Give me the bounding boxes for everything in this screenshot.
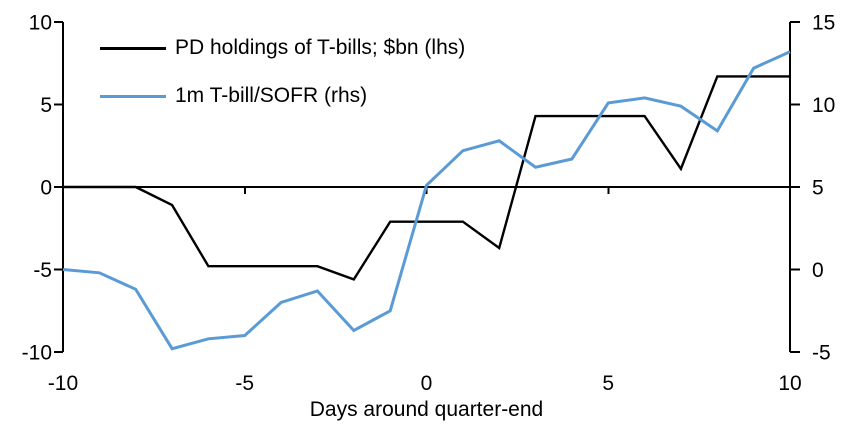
left-tick-label: 0: [40, 177, 52, 200]
legend-line-black: [100, 46, 166, 50]
left-tick-label: -5: [33, 259, 52, 282]
x-tick-label: 5: [602, 372, 614, 395]
right-tick-label: 10: [812, 94, 835, 117]
x-tick-label: 0: [421, 372, 433, 395]
left-tick-label: -10: [22, 342, 52, 365]
x-tick-label: -5: [235, 372, 254, 395]
legend-item-pd-holdings: PD holdings of T-bills; $bn (lhs): [100, 36, 465, 60]
x-axis-title: Days around quarter-end: [309, 398, 544, 421]
left-tick-label: 5: [40, 94, 52, 117]
left-tick-label: 10: [29, 12, 52, 35]
right-tick-label: 15: [812, 12, 835, 35]
right-tick-label: 0: [812, 259, 824, 282]
legend-line-blue: [100, 94, 166, 98]
right-tick-label: 5: [812, 177, 824, 200]
legend-item-tbill-sofr: 1m T-bill/SOFR (rhs): [100, 84, 465, 108]
x-tick-label: 10: [778, 372, 801, 395]
series-line-pd-holdings: [63, 75, 790, 281]
right-tick-label: -5: [812, 342, 831, 365]
legend-label-pd-holdings: PD holdings of T-bills; $bn (lhs): [175, 36, 466, 59]
series-line-tbill-sofr: [62, 50, 791, 351]
legend: PD holdings of T-bills; $bn (lhs) 1m T-b…: [100, 36, 465, 132]
legend-label-tbill-sofr: 1m T-bill/SOFR (rhs): [175, 84, 368, 107]
x-tick-label: -10: [48, 372, 78, 395]
